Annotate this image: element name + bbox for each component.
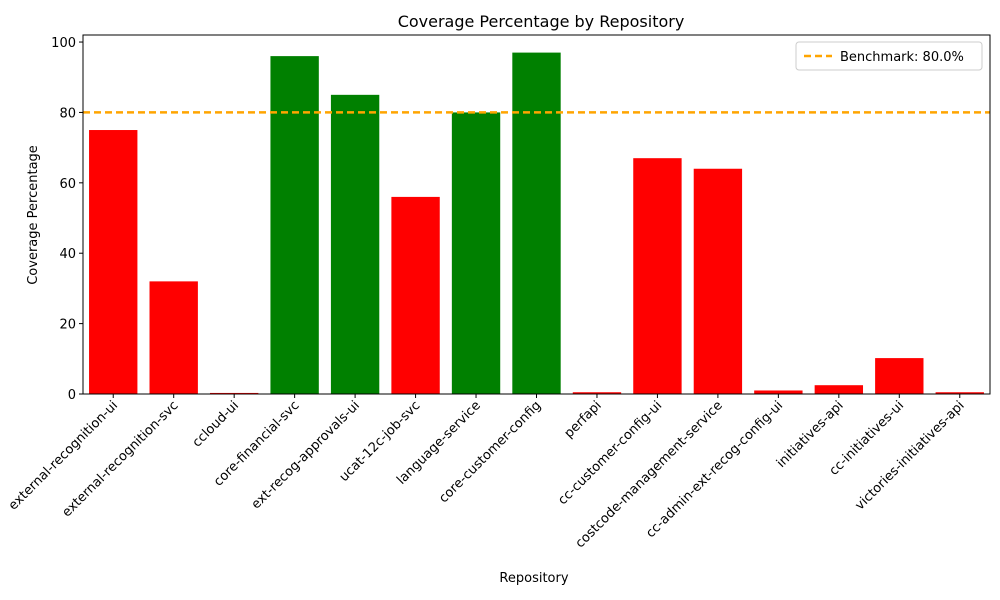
- x-tick-label: external-recognition-ui: [6, 398, 121, 513]
- bar-victories-initiatives-api: [935, 392, 984, 394]
- y-tick-label: 60: [59, 177, 76, 192]
- legend-box: [795, 41, 983, 71]
- bar-core-customer-config: [512, 52, 561, 395]
- bar-core-financial-svc: [270, 56, 319, 394]
- bar-external-recognition-ui: [89, 130, 138, 394]
- x-tick-label: core-customer-config: [436, 398, 544, 506]
- chart-title: Coverage Percentage by Repository: [398, 12, 685, 31]
- x-tick-label: ccloud-ui: [190, 398, 242, 450]
- bar-initiatives-api: [814, 385, 864, 394]
- x-tick-label: cc-customer-config-ui: [555, 398, 665, 508]
- x-axis-label: Repository: [499, 571, 568, 586]
- legend-benchmark-label: Benchmark: 80.0%: [840, 50, 964, 65]
- bar-cc-admin-ext-recog-config-ui: [754, 390, 803, 394]
- x-tick-label: ext-recog-approvals-ui: [249, 398, 363, 512]
- bar-cc-customer-config-ui: [633, 158, 682, 394]
- y-tick-label: 100: [51, 36, 76, 51]
- y-axis: 0 20 40 60 80 100: [51, 36, 83, 403]
- legend: Benchmark: 80.0%: [795, 41, 983, 71]
- bar-costcode-management-service: [693, 168, 743, 394]
- bar-ext-recog-approvals-ui: [330, 94, 380, 394]
- x-tick-label: victories-initiatives-api: [853, 398, 968, 513]
- bar-cc-initiatives-ui: [875, 358, 924, 394]
- y-tick-label: 20: [59, 318, 76, 333]
- bar-ucat-12c-job-svc: [391, 196, 440, 394]
- x-tick-label: external-recognition-svc: [59, 398, 181, 520]
- bar-language-service: [451, 112, 501, 395]
- x-tick-label: perfapi: [562, 398, 605, 441]
- bar-ccloud-ui: [209, 392, 259, 394]
- y-tick-label: 80: [59, 106, 76, 121]
- y-axis-label: Coverage Percentage: [26, 145, 41, 285]
- x-axis: external-recognition-uiexternal-recognit…: [6, 394, 968, 551]
- bars-group: [89, 52, 984, 395]
- bar-perfapi: [572, 392, 622, 394]
- bar-external-recognition-svc: [149, 281, 198, 394]
- y-tick-label: 0: [68, 388, 76, 403]
- y-tick-label: 40: [59, 247, 76, 262]
